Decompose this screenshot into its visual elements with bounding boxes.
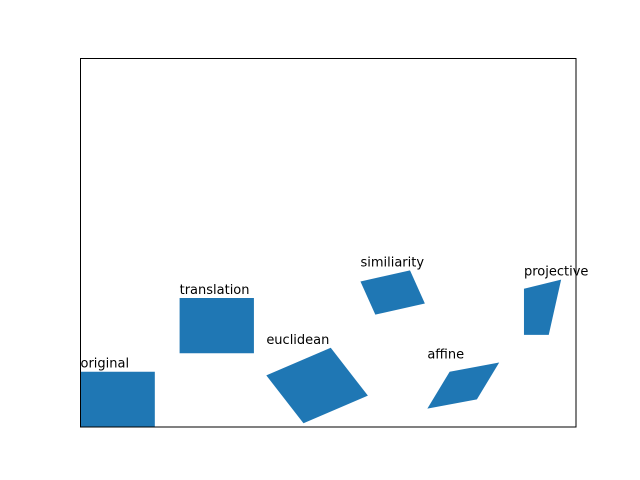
label-projective: projective <box>524 265 588 280</box>
shape-similiarity <box>360 270 425 315</box>
shape-euclidean <box>266 347 368 424</box>
label-affine: affine <box>427 348 464 363</box>
labels-group: original translation euclidean similiarity a… <box>81 255 589 371</box>
label-euclidean: euclidean <box>266 333 329 348</box>
shape-projective <box>523 279 562 335</box>
label-original: original <box>81 357 130 372</box>
label-translation: translation <box>180 283 250 298</box>
axes-frame <box>80 58 577 428</box>
label-similiarity: similiarity <box>360 255 424 270</box>
shape-affine <box>427 362 500 409</box>
shape-translation <box>179 298 254 354</box>
shape-original <box>80 371 155 427</box>
shapes-group <box>80 270 562 427</box>
